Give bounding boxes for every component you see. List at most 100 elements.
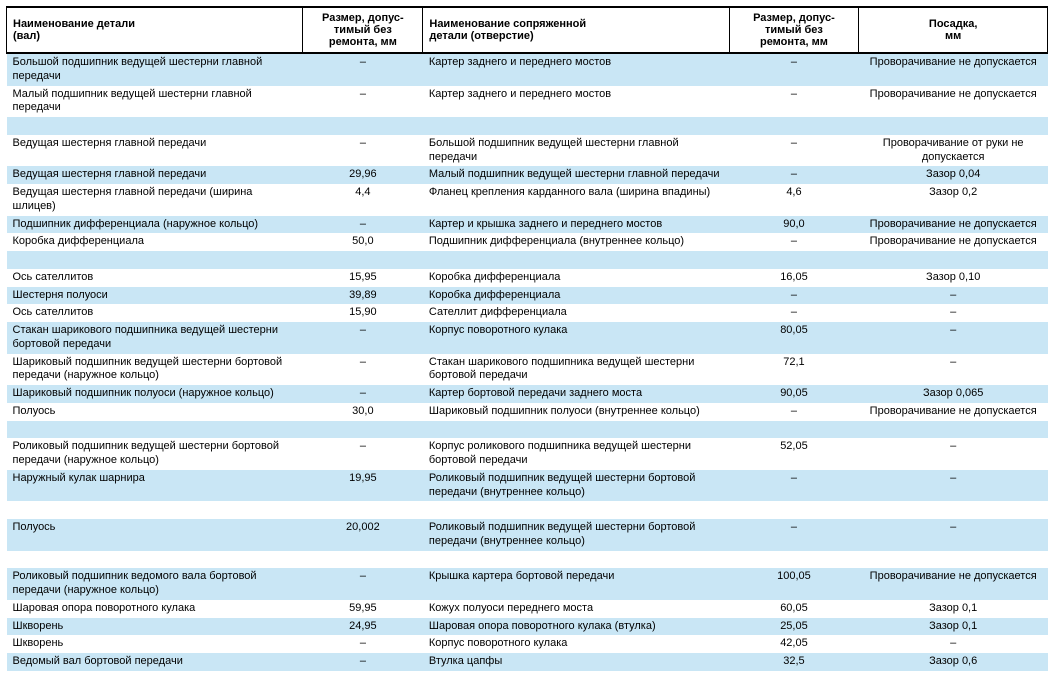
cell-c3: Коробка дифференциала: [423, 269, 729, 287]
cell-c4: [729, 251, 859, 269]
cell-c2: 15,90: [303, 304, 423, 322]
cell-c2: –: [303, 568, 423, 600]
table-row: Полуось20,002Роликовый подшипник ведущей…: [7, 519, 1048, 551]
cell-c5: Проворачивание не допускается: [859, 403, 1048, 421]
cell-c5: Проворачивание не допускается: [859, 568, 1048, 600]
cell-c4: [729, 501, 859, 519]
table-row: Шариковый подшипник полуоси (наружное ко…: [7, 385, 1048, 403]
table-row: [7, 117, 1048, 135]
cell-c1: Ведущая шестерня главной передачи (ширин…: [7, 184, 303, 216]
cell-c4: –: [729, 304, 859, 322]
table-row: Шестерня полуоси39,89Коробка дифференциа…: [7, 287, 1048, 305]
cell-c4: [729, 551, 859, 569]
cell-c3: [423, 251, 729, 269]
cell-c5: [859, 421, 1048, 439]
cell-c2: –: [303, 385, 423, 403]
cell-c5: Зазор 0,1: [859, 618, 1048, 636]
cell-c1: [7, 251, 303, 269]
cell-c1: Ось сателлитов: [7, 269, 303, 287]
cell-c5: Проворачивание от руки не допускается: [859, 135, 1048, 167]
cell-c1: Роликовый подшипник ведомого вала бортов…: [7, 568, 303, 600]
col-header-mating-part: Наименование сопряженнойдетали (отверсти…: [423, 7, 729, 53]
table-row: Шкворень24,95Шаровая опора поворотного к…: [7, 618, 1048, 636]
cell-c2: 20,002: [303, 519, 423, 551]
cell-c2: [303, 551, 423, 569]
cell-c2: [303, 117, 423, 135]
cell-c5: Проворачивание не допускается: [859, 53, 1048, 86]
cell-c1: Ведущая шестерня главной передачи: [7, 166, 303, 184]
cell-c4: 4,6: [729, 184, 859, 216]
table-row: Наружный кулак шарнира19,95Роликовый под…: [7, 470, 1048, 502]
table-row: [7, 551, 1048, 569]
cell-c2: 15,95: [303, 269, 423, 287]
cell-c2: –: [303, 86, 423, 118]
cell-c4: [729, 421, 859, 439]
col-header-size-1: Размер, допус-тимый безремонта, мм: [303, 7, 423, 53]
cell-c5: –: [859, 304, 1048, 322]
cell-c3: [423, 501, 729, 519]
cell-c4: 25,05: [729, 618, 859, 636]
cell-c2: –: [303, 216, 423, 234]
parts-table: Наименование детали(вал) Размер, допус-т…: [6, 6, 1048, 671]
cell-c1: Малый подшипник ведущей шестерни главной…: [7, 86, 303, 118]
cell-c4: [729, 117, 859, 135]
cell-c1: Большой подшипник ведущей шестерни главн…: [7, 53, 303, 86]
table-row: [7, 251, 1048, 269]
table-row: Роликовый подшипник ведомого вала бортов…: [7, 568, 1048, 600]
table-row: Шариковый подшипник ведущей шестерни бор…: [7, 354, 1048, 386]
cell-c2: 19,95: [303, 470, 423, 502]
cell-c3: Роликовый подшипник ведущей шестерни бор…: [423, 519, 729, 551]
table-row: Ось сателлитов15,90Сателлит дифференциал…: [7, 304, 1048, 322]
cell-c5: –: [859, 470, 1048, 502]
cell-c5: [859, 251, 1048, 269]
cell-c3: Шариковый подшипник полуоси (внутреннее …: [423, 403, 729, 421]
table-row: Коробка дифференциала50,0Подшипник диффе…: [7, 233, 1048, 251]
cell-c1: Шариковый подшипник ведущей шестерни бор…: [7, 354, 303, 386]
cell-c1: Шаровая опора поворотного кулака: [7, 600, 303, 618]
cell-c1: Полуось: [7, 403, 303, 421]
cell-c2: 50,0: [303, 233, 423, 251]
cell-c2: 59,95: [303, 600, 423, 618]
cell-c5: –: [859, 438, 1048, 470]
cell-c2: 39,89: [303, 287, 423, 305]
cell-c5: Зазор 0,6: [859, 653, 1048, 671]
table-row: Шкворень–Корпус поворотного кулака42,05–: [7, 635, 1048, 653]
table-row: [7, 421, 1048, 439]
cell-c1: Шкворень: [7, 618, 303, 636]
table-row: Малый подшипник ведущей шестерни главной…: [7, 86, 1048, 118]
cell-c2: 24,95: [303, 618, 423, 636]
cell-c3: Подшипник дифференциала (внутреннее коль…: [423, 233, 729, 251]
cell-c3: Малый подшипник ведущей шестерни главной…: [423, 166, 729, 184]
cell-c1: Ведущая шестерня главной передачи: [7, 135, 303, 167]
cell-c4: 60,05: [729, 600, 859, 618]
cell-c3: Корпус поворотного кулака: [423, 322, 729, 354]
cell-c3: Шаровая опора поворотного кулака (втулка…: [423, 618, 729, 636]
cell-c2: [303, 421, 423, 439]
col-header-fit: Посадка,мм: [859, 7, 1048, 53]
cell-c5: Зазор 0,065: [859, 385, 1048, 403]
cell-c4: 32,5: [729, 653, 859, 671]
cell-c3: Картер заднего и переднего мостов: [423, 86, 729, 118]
cell-c4: –: [729, 233, 859, 251]
cell-c1: Полуось: [7, 519, 303, 551]
cell-c5: [859, 501, 1048, 519]
table-row: Стакан шарикового подшипника ведущей шес…: [7, 322, 1048, 354]
cell-c4: 52,05: [729, 438, 859, 470]
cell-c4: –: [729, 53, 859, 86]
cell-c3: [423, 551, 729, 569]
cell-c1: Коробка дифференциала: [7, 233, 303, 251]
cell-c5: [859, 551, 1048, 569]
cell-c4: 90,0: [729, 216, 859, 234]
cell-c2: –: [303, 438, 423, 470]
table-row: Ведущая шестерня главной передачи29,96Ма…: [7, 166, 1048, 184]
table-row: Ведущая шестерня главной передачи (ширин…: [7, 184, 1048, 216]
cell-c5: –: [859, 354, 1048, 386]
cell-c4: –: [729, 519, 859, 551]
table-row: Ведомый вал бортовой передачи–Втулка цап…: [7, 653, 1048, 671]
cell-c4: 90,05: [729, 385, 859, 403]
cell-c5: Проворачивание не допускается: [859, 233, 1048, 251]
table-row: [7, 501, 1048, 519]
cell-c2: 30,0: [303, 403, 423, 421]
cell-c5: Проворачивание не допускается: [859, 216, 1048, 234]
cell-c4: 42,05: [729, 635, 859, 653]
